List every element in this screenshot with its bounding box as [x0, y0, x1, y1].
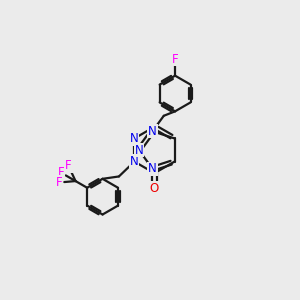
Text: N: N: [130, 155, 139, 168]
Text: F: F: [172, 52, 178, 65]
Text: N: N: [148, 162, 157, 175]
Text: N: N: [148, 125, 157, 138]
Text: F: F: [65, 160, 72, 172]
Text: F: F: [56, 176, 62, 189]
Text: F: F: [58, 166, 64, 179]
Text: O: O: [150, 182, 159, 195]
Text: N: N: [134, 143, 143, 157]
Text: N: N: [130, 132, 139, 145]
